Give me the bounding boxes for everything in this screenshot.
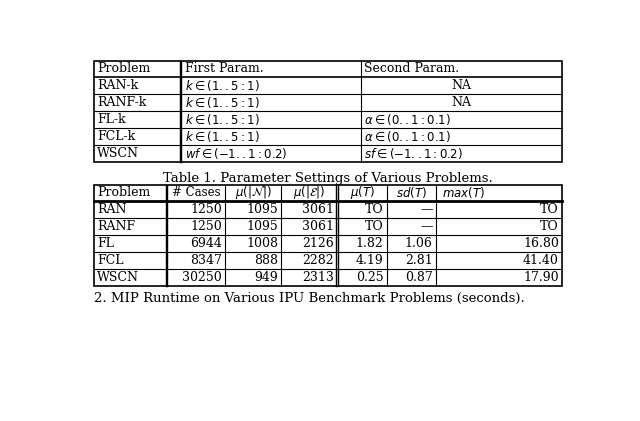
Text: 0.87: 0.87 [405, 271, 433, 284]
Text: RANF-k: RANF-k [97, 96, 147, 109]
Text: TO: TO [365, 203, 383, 216]
Text: $k \in (1..5:1)$: $k \in (1..5:1)$ [185, 96, 260, 110]
Text: 949: 949 [254, 271, 278, 284]
Text: TO: TO [365, 220, 383, 233]
Text: 0.25: 0.25 [356, 271, 383, 284]
Text: Second Param.: Second Param. [364, 62, 459, 75]
Text: 1250: 1250 [190, 203, 222, 216]
Text: 6944: 6944 [190, 237, 222, 250]
Text: 1.82: 1.82 [356, 237, 383, 250]
Text: $\mu(|\mathcal{N}|)$: $\mu(|\mathcal{N}|)$ [235, 184, 271, 202]
Text: $\mu(|\mathcal{E}|)$: $\mu(|\mathcal{E}|)$ [293, 184, 325, 202]
Text: 1250: 1250 [190, 220, 222, 233]
Text: —: — [420, 220, 433, 233]
Text: 2.81: 2.81 [405, 254, 433, 267]
Text: 8347: 8347 [190, 254, 222, 267]
Text: TO: TO [540, 220, 559, 233]
Text: $\mu(T)$: $\mu(T)$ [350, 184, 376, 202]
Text: 2. MIP Runtime on Various IPU Benchmark Problems (seconds).: 2. MIP Runtime on Various IPU Benchmark … [94, 292, 525, 305]
Text: RAN: RAN [97, 203, 127, 216]
Text: $wf \in (-1..1:0.2)$: $wf \in (-1..1:0.2)$ [185, 146, 287, 161]
Text: $k \in (1..5:1)$: $k \in (1..5:1)$ [185, 78, 260, 93]
Text: Problem: Problem [97, 187, 150, 200]
Text: FCL: FCL [97, 254, 124, 267]
Text: FL-k: FL-k [97, 113, 125, 126]
Text: RANF: RANF [97, 220, 135, 233]
Text: # Cases: # Cases [172, 187, 221, 200]
Text: FL: FL [97, 237, 114, 250]
Text: 16.80: 16.80 [523, 237, 559, 250]
Text: 3061: 3061 [302, 220, 334, 233]
Text: NA: NA [451, 80, 472, 93]
Text: $k \in (1..5:1)$: $k \in (1..5:1)$ [185, 129, 260, 144]
Text: NA: NA [451, 96, 472, 109]
Text: RAN-k: RAN-k [97, 80, 138, 93]
Text: WSCN: WSCN [97, 271, 139, 284]
Text: $max(T)$: $max(T)$ [442, 186, 485, 200]
Text: 3061: 3061 [302, 203, 334, 216]
Text: $sd(T)$: $sd(T)$ [396, 186, 427, 200]
Text: 2313: 2313 [302, 271, 334, 284]
Text: 1008: 1008 [246, 237, 278, 250]
Text: 888: 888 [254, 254, 278, 267]
Text: Table 1. Parameter Settings of Various Problems.: Table 1. Parameter Settings of Various P… [163, 172, 493, 185]
Text: $\alpha \in (0..1:0.1)$: $\alpha \in (0..1:0.1)$ [364, 112, 451, 127]
Text: 2282: 2282 [303, 254, 334, 267]
Text: TO: TO [540, 203, 559, 216]
Text: —: — [420, 203, 433, 216]
Text: FCL-k: FCL-k [97, 130, 135, 143]
Text: 17.90: 17.90 [524, 271, 559, 284]
Text: 41.40: 41.40 [523, 254, 559, 267]
Text: WSCN: WSCN [97, 147, 139, 160]
Text: 1095: 1095 [246, 203, 278, 216]
Text: $sf \in (-1..1:0.2)$: $sf \in (-1..1:0.2)$ [364, 146, 463, 161]
Text: 4.19: 4.19 [356, 254, 383, 267]
Text: $\alpha \in (0..1:0.1)$: $\alpha \in (0..1:0.1)$ [364, 129, 451, 144]
Text: Problem: Problem [97, 62, 150, 75]
Bar [94, 184, 562, 286]
Text: 1.06: 1.06 [404, 237, 433, 250]
Text: $k \in (1..5:1)$: $k \in (1..5:1)$ [185, 112, 260, 127]
Text: 2126: 2126 [303, 237, 334, 250]
Text: First Param.: First Param. [185, 62, 264, 75]
Text: 30250: 30250 [182, 271, 222, 284]
Bar [94, 61, 562, 162]
Text: 1095: 1095 [246, 220, 278, 233]
